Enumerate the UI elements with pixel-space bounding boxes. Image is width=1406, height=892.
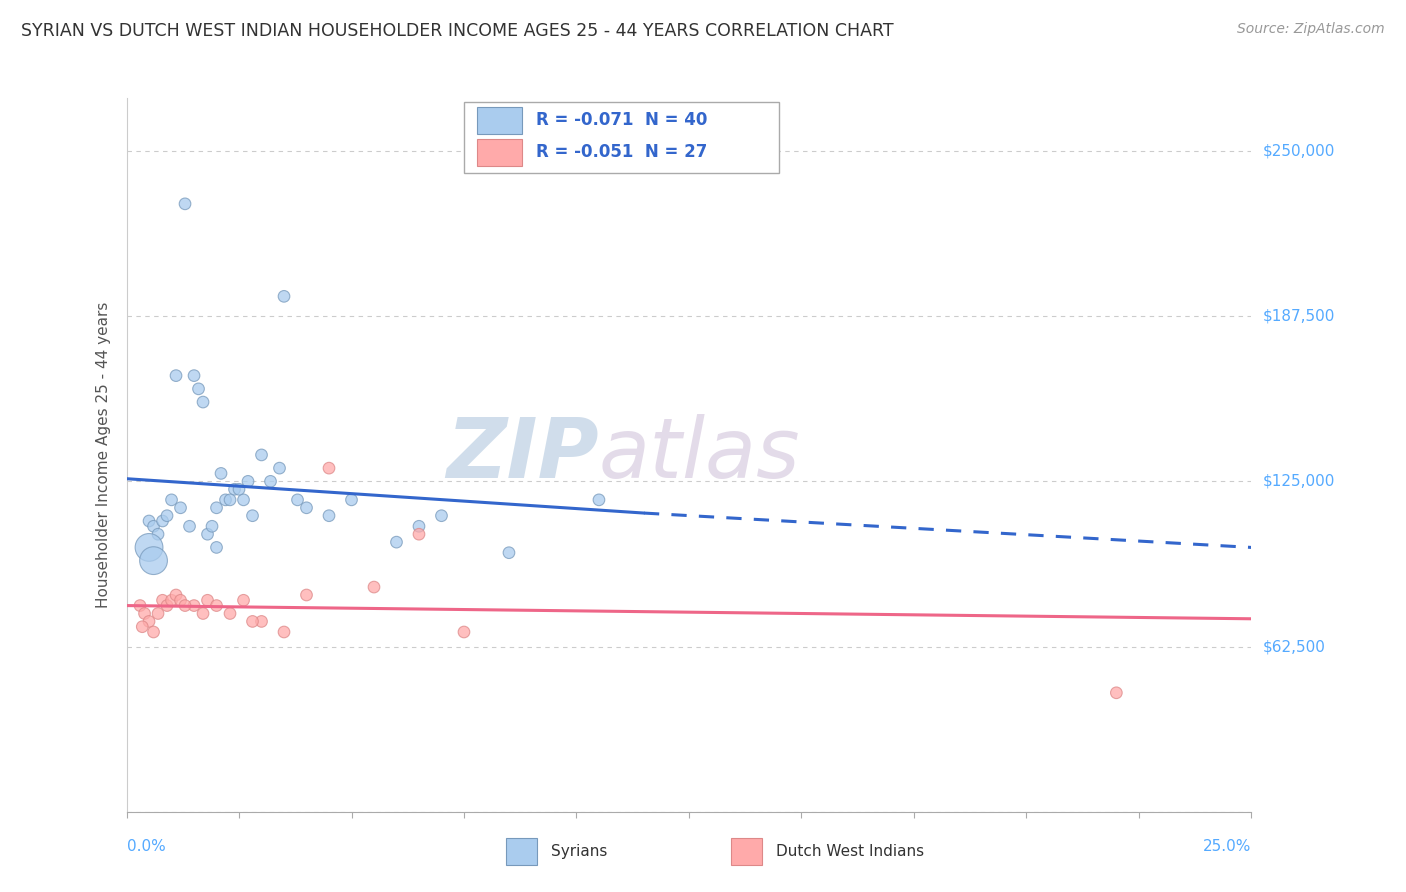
Point: [219, 492, 242, 507]
Point: [146, 527, 169, 541]
Text: SYRIAN VS DUTCH WEST INDIAN HOUSEHOLDER INCOME AGES 25 - 44 YEARS CORRELATION CH: SYRIAN VS DUTCH WEST INDIAN HOUSEHOLDER …: [21, 22, 894, 40]
Point: [242, 615, 264, 629]
Text: ZIP: ZIP: [446, 415, 599, 495]
Bar: [478, 107, 523, 134]
Y-axis label: Householder Income Ages 25 - 44 years: Householder Income Ages 25 - 44 years: [96, 301, 111, 608]
Point: [165, 588, 187, 602]
Point: [174, 197, 197, 211]
Point: [197, 593, 219, 607]
Point: [191, 607, 214, 621]
Point: [1105, 686, 1128, 700]
Text: $250,000: $250,000: [1263, 144, 1334, 159]
Point: [183, 368, 205, 383]
Text: atlas: atlas: [599, 415, 800, 495]
Point: [408, 527, 430, 541]
Point: [129, 599, 152, 613]
Point: [295, 500, 318, 515]
Point: [232, 492, 254, 507]
Point: [250, 448, 273, 462]
Point: [156, 599, 179, 613]
Point: [363, 580, 385, 594]
Point: [242, 508, 264, 523]
Point: [259, 475, 281, 489]
Point: [169, 593, 191, 607]
Point: [187, 382, 209, 396]
Text: R = -0.071  N = 40: R = -0.071 N = 40: [536, 112, 707, 129]
Point: [131, 620, 153, 634]
FancyBboxPatch shape: [464, 102, 779, 173]
Point: [169, 500, 191, 515]
Point: [588, 492, 610, 507]
Text: Source: ZipAtlas.com: Source: ZipAtlas.com: [1237, 22, 1385, 37]
Point: [318, 508, 340, 523]
Point: [205, 500, 228, 515]
Point: [287, 492, 309, 507]
Point: [209, 467, 232, 481]
Text: R = -0.051  N = 27: R = -0.051 N = 27: [536, 144, 707, 161]
Point: [224, 483, 246, 497]
Point: [165, 368, 187, 383]
Point: [232, 593, 254, 607]
Point: [138, 514, 160, 528]
Point: [273, 625, 295, 640]
Point: [269, 461, 291, 475]
Text: Syrians: Syrians: [551, 845, 607, 859]
Point: [318, 461, 340, 475]
Point: [385, 535, 408, 549]
Point: [134, 607, 156, 621]
Point: [498, 546, 520, 560]
Point: [138, 615, 160, 629]
Point: [146, 607, 169, 621]
Point: [430, 508, 453, 523]
Point: [152, 514, 174, 528]
Text: 25.0%: 25.0%: [1204, 839, 1251, 855]
Point: [191, 395, 214, 409]
Point: [453, 625, 475, 640]
Point: [219, 607, 242, 621]
Point: [205, 541, 228, 555]
Point: [138, 541, 160, 555]
Point: [179, 519, 201, 533]
Text: Dutch West Indians: Dutch West Indians: [776, 845, 924, 859]
Point: [142, 519, 165, 533]
Point: [273, 289, 295, 303]
Point: [156, 508, 179, 523]
Point: [250, 615, 273, 629]
Text: 0.0%: 0.0%: [127, 839, 166, 855]
Point: [201, 519, 224, 533]
Point: [214, 492, 236, 507]
Point: [228, 483, 250, 497]
Point: [295, 588, 318, 602]
Point: [142, 554, 165, 568]
Point: [142, 625, 165, 640]
Point: [340, 492, 363, 507]
Point: [152, 593, 174, 607]
Point: [197, 527, 219, 541]
Point: [408, 519, 430, 533]
Text: $125,000: $125,000: [1263, 474, 1334, 489]
Point: [236, 475, 259, 489]
Text: $62,500: $62,500: [1263, 639, 1326, 654]
Point: [160, 593, 183, 607]
Text: $187,500: $187,500: [1263, 309, 1334, 324]
Point: [174, 599, 197, 613]
Point: [205, 599, 228, 613]
Bar: [478, 139, 523, 166]
Point: [183, 599, 205, 613]
Point: [160, 492, 183, 507]
